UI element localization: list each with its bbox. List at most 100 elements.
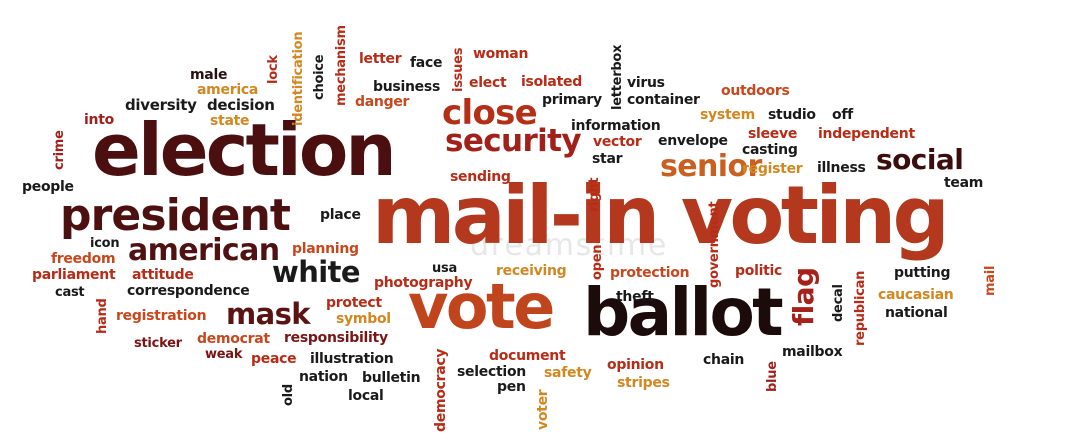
word-flag: flag (787, 267, 820, 326)
word-people: people (22, 179, 74, 195)
word-usa: usa (432, 261, 457, 276)
word-old: old (281, 384, 296, 406)
word-illustration: illustration (310, 351, 394, 367)
word-open: open (590, 244, 605, 280)
word-studio: studio (768, 107, 816, 123)
word-business: business (373, 79, 441, 95)
word-mail: mail (983, 265, 998, 296)
word-container: container (627, 92, 700, 108)
word-voter: voter (535, 389, 551, 430)
word-male: male (190, 67, 228, 83)
word-register: register (742, 161, 803, 177)
word-letter: letter (359, 51, 402, 67)
word-america: america (197, 82, 259, 98)
word-vector: vector (593, 134, 642, 150)
word-crime: crime (52, 130, 67, 170)
word-white: white (272, 255, 361, 289)
word-right: right (587, 177, 602, 212)
word-isolated: isolated (521, 74, 582, 90)
word-mask: mask (226, 297, 311, 331)
word-freedom: freedom (51, 251, 116, 267)
word-caucasian: caucasian (878, 287, 954, 303)
word-blue: blue (765, 361, 780, 392)
word-vote: vote (408, 270, 555, 343)
word-into: into (84, 112, 114, 128)
word-close: close (442, 93, 538, 133)
word-responsibility: responsibility (284, 330, 388, 346)
word-parliament: parliament (32, 267, 116, 283)
word-protect: protect (326, 295, 382, 311)
word-danger: danger (355, 94, 410, 110)
word-government: government (707, 201, 722, 288)
word-identification: identification (291, 31, 306, 126)
word-photography: photography (374, 275, 473, 291)
word-registration: registration (116, 308, 207, 324)
word-state: state (210, 113, 250, 129)
word-information: information (571, 118, 661, 134)
word-cast: cast (55, 285, 85, 300)
word-correspondence: correspondence (127, 283, 250, 299)
word-democracy: democracy (433, 348, 449, 432)
watermark: dreamstime (470, 228, 669, 263)
word-theft: theft (616, 289, 654, 305)
word-american: american (128, 233, 280, 268)
word-democrat: democrat (197, 331, 270, 347)
word-independent: independent (818, 126, 915, 142)
word-decision: decision (207, 96, 275, 114)
word-system: system (700, 107, 755, 123)
word-symbol: symbol (336, 311, 391, 327)
word-opinion: opinion (607, 357, 664, 373)
word-attitude: attitude (132, 267, 194, 283)
word-sending: sending (450, 169, 511, 185)
word-lock: lock (266, 55, 281, 84)
word-election: election (92, 108, 397, 192)
word-chain: chain (703, 352, 745, 368)
word-peace: peace (251, 351, 297, 367)
word-issues: issues (451, 47, 466, 92)
word-pen: pen (497, 379, 526, 395)
word-receiving: receiving (496, 263, 567, 279)
word-casting: casting (742, 142, 798, 158)
word-planning: planning (292, 241, 359, 257)
word-document: document (489, 348, 566, 364)
word-national: national (885, 305, 948, 321)
word-mail-in-voting: mail-in voting (372, 169, 950, 262)
word-sleeve: sleeve (748, 126, 798, 142)
word-outdoors: outdoors (721, 83, 790, 99)
word-republican: republican (853, 270, 868, 346)
word-politic: politic (735, 263, 783, 279)
word-safety: safety (544, 365, 592, 381)
word-choice: choice (312, 54, 327, 100)
word-hand: hand (95, 298, 110, 334)
word-putting: putting (894, 265, 951, 281)
word-woman: woman (473, 46, 529, 62)
word-star: star (592, 151, 623, 167)
word-icon: icon (90, 236, 120, 251)
word-illness: illness (817, 160, 866, 176)
word-primary: primary (542, 92, 602, 108)
word-president: president (60, 190, 291, 241)
word-bulletin: bulletin (362, 370, 421, 386)
word-mailbox: mailbox (782, 344, 843, 360)
word-local: local (348, 388, 384, 404)
word-team: team (944, 175, 984, 191)
word-security: security (445, 123, 582, 159)
word-senior: senior (660, 149, 762, 184)
word-stripes: stripes (617, 375, 670, 391)
word-off: off (832, 107, 853, 123)
word-sticker: sticker (134, 336, 182, 351)
word-nation: nation (299, 369, 348, 385)
word-elect: elect (469, 75, 507, 91)
word-diversity: diversity (125, 96, 197, 114)
word-virus: virus (627, 75, 665, 91)
word-decal: decal (831, 284, 846, 322)
word-letterbox: letterbox (610, 44, 625, 110)
word-place: place (320, 207, 361, 223)
word-protection: protection (610, 265, 690, 281)
word-selection: selection (457, 364, 526, 380)
word-face: face (410, 55, 443, 71)
word-weak: weak (205, 347, 243, 362)
word-ballot: ballot (583, 274, 784, 351)
word-envelope: envelope (658, 133, 728, 149)
